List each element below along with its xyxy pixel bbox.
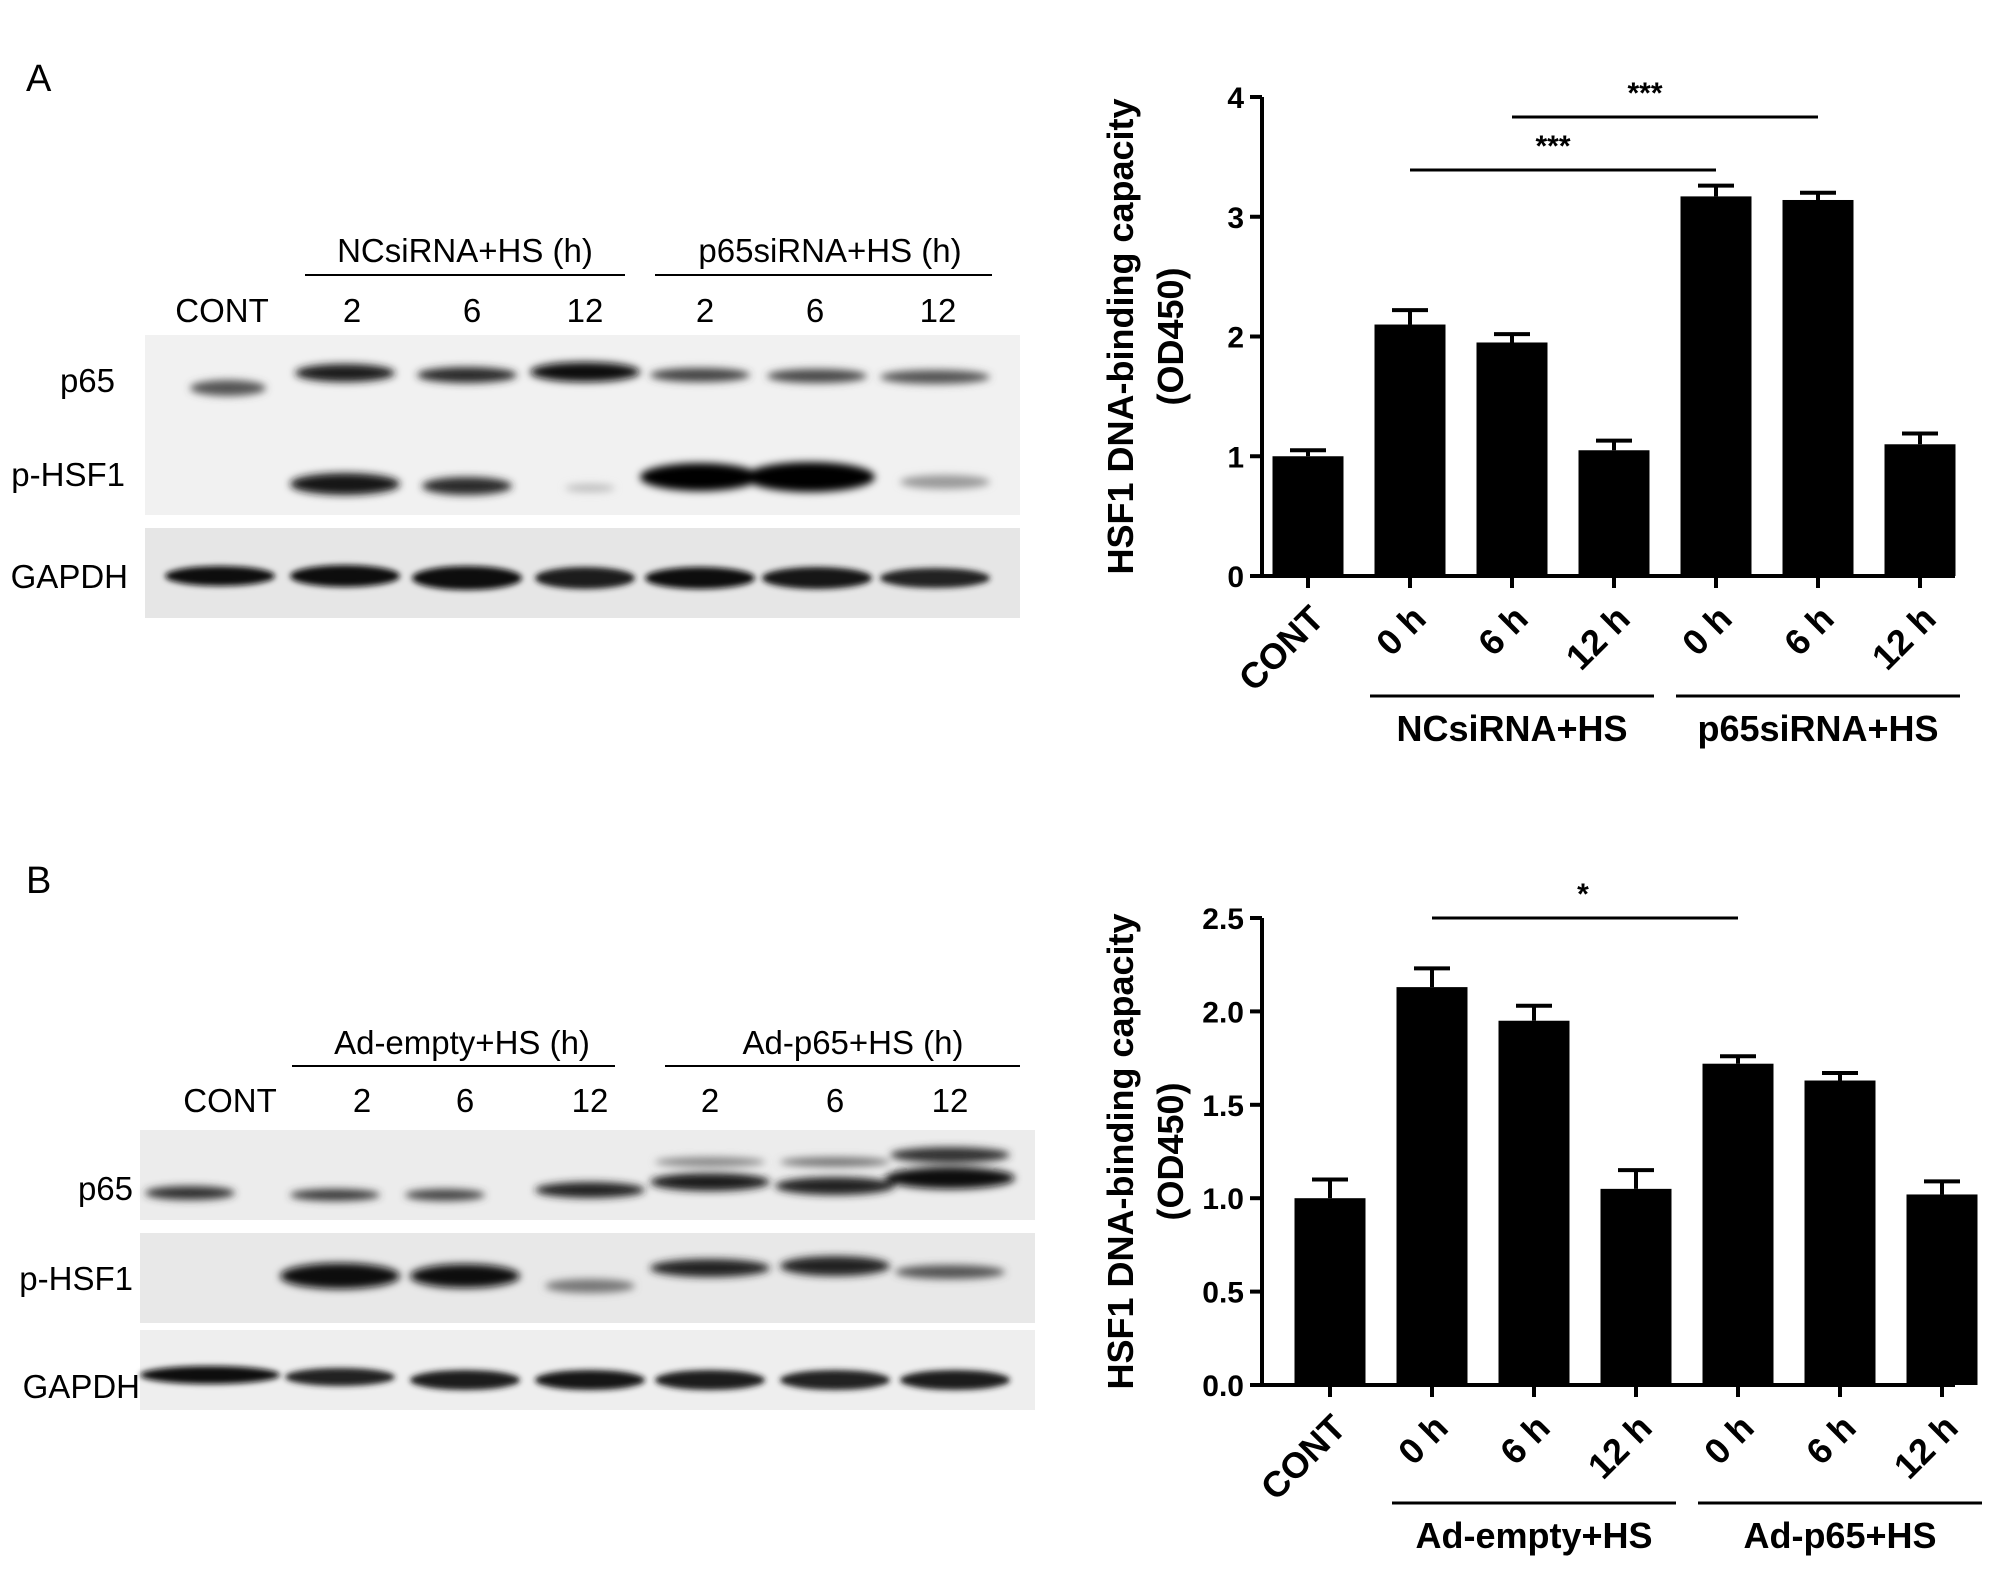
x-tick-label: 12 h bbox=[1580, 1407, 1660, 1487]
y-tick-label: 2.0 bbox=[1202, 996, 1244, 1029]
bar bbox=[1476, 342, 1548, 576]
significance-label: * bbox=[1577, 878, 1589, 911]
y-tick-label: 3 bbox=[1227, 202, 1244, 235]
y-tick-label: 1.5 bbox=[1202, 1090, 1244, 1123]
significance-label: *** bbox=[1535, 130, 1570, 163]
bar bbox=[1782, 199, 1854, 577]
group-label: Ad-empty+HS bbox=[1415, 1515, 1652, 1556]
bar bbox=[1294, 1198, 1366, 1385]
y-axis-label: HSF1 DNA-binding capacity bbox=[1100, 913, 1141, 1389]
bar bbox=[1578, 450, 1650, 576]
y-axis-label-unit: (OD450) bbox=[1150, 1082, 1191, 1220]
bar bbox=[1600, 1188, 1672, 1385]
y-tick-label: 0.0 bbox=[1202, 1370, 1244, 1403]
y-tick-label: 4 bbox=[1227, 82, 1244, 115]
y-axis-label: HSF1 DNA-binding capacity bbox=[1100, 98, 1141, 574]
x-tick-label: 12 h bbox=[1886, 1407, 1966, 1487]
y-axis-label-unit: (OD450) bbox=[1150, 267, 1191, 405]
bar bbox=[1884, 444, 1956, 576]
panel-letter-b: B bbox=[26, 860, 52, 902]
y-tick-label: 2.5 bbox=[1202, 903, 1244, 936]
y-tick-label: 1.0 bbox=[1202, 1183, 1244, 1216]
bar bbox=[1680, 196, 1752, 576]
group-label: p65siRNA+HS bbox=[1697, 708, 1938, 749]
x-tick-label: 6 h bbox=[1492, 1407, 1558, 1473]
bar bbox=[1272, 456, 1344, 576]
significance-label: *** bbox=[1627, 77, 1662, 110]
x-tick-label: 0 h bbox=[1696, 1407, 1762, 1473]
y-tick-label: 1 bbox=[1227, 441, 1244, 474]
bar bbox=[1702, 1063, 1774, 1385]
bar bbox=[1498, 1020, 1570, 1385]
bar bbox=[1906, 1194, 1978, 1385]
x-tick-label: CONT bbox=[1253, 1407, 1354, 1508]
bar bbox=[1396, 987, 1468, 1385]
x-tick-label: 0 h bbox=[1390, 1407, 1456, 1473]
bar bbox=[1804, 1080, 1876, 1385]
group-label: Ad-p65+HS bbox=[1743, 1515, 1936, 1556]
bar bbox=[1374, 324, 1446, 576]
x-tick-label: 6 h bbox=[1798, 1407, 1864, 1473]
panel-letter-a: A bbox=[26, 58, 52, 100]
y-tick-label: 0 bbox=[1227, 561, 1244, 594]
group-label: NCsiRNA+HS bbox=[1396, 708, 1627, 749]
y-tick-label: 2 bbox=[1227, 322, 1244, 355]
y-tick-label: 0.5 bbox=[1202, 1277, 1244, 1310]
